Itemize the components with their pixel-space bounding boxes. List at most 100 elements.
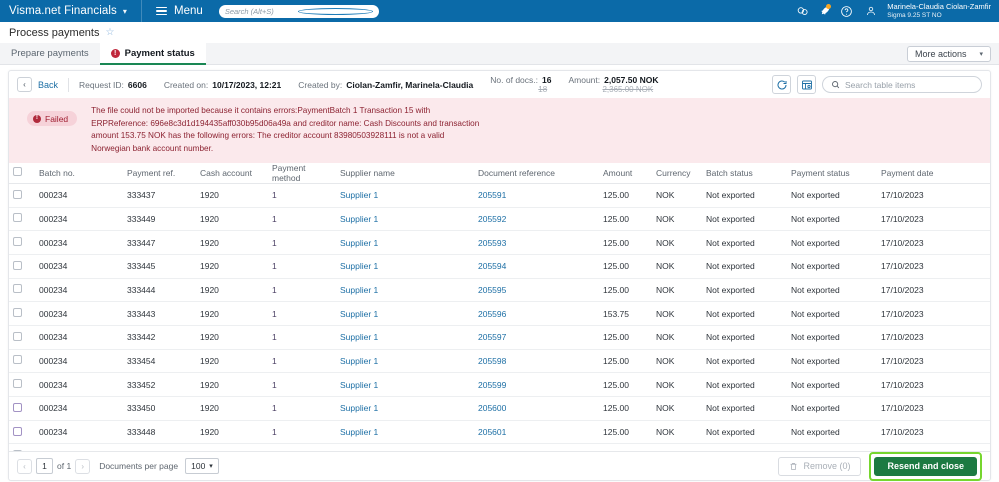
supplier-link[interactable]: Supplier 1 [340,379,379,390]
table-row[interactable]: 00023433344619201Supplier 1205602153.75N… [9,443,990,451]
supplier-link[interactable]: Supplier 1 [340,355,379,366]
document-reference-link[interactable]: 205600 [478,403,507,414]
cell-supplier-name[interactable]: Supplier 1 [336,420,474,445]
help-icon[interactable] [835,0,857,22]
cell-supplier-name[interactable]: Supplier 1 [336,325,474,350]
tab-payment-status[interactable]: ! Payment status [99,43,207,65]
table-row[interactable]: 000234 333449 1920 1 Supplier 1 205592 125.00 N… [9,207,990,232]
cell-document-reference[interactable]: 205598 [474,349,599,374]
remove-button[interactable]: Remove (0) [778,456,862,476]
row-checkbox[interactable] [13,355,22,365]
table-row[interactable]: 000234 333448 1920 1 Supplier 1 205601 125.00 N… [9,420,990,445]
supplier-link[interactable]: Supplier 1 [340,427,379,438]
cell-document-reference[interactable]: 205594 [474,254,599,279]
supplier-link[interactable]: Supplier 1 [340,403,379,414]
cell-document-reference[interactable]: 205592 [474,207,599,232]
document-reference-link[interactable]: 205593 [478,237,507,248]
favorite-star-icon[interactable]: ☆ [105,27,115,38]
brand-menu[interactable]: Visma.net Financials ▾ [0,5,127,17]
document-reference-link[interactable]: 205594 [478,261,507,272]
table-row[interactable]: 000234 333450 1920 1 Supplier 1 205600 125.00 N… [9,396,990,421]
cell-document-reference[interactable]: 205597 [474,325,599,350]
row-checkbox[interactable] [13,379,22,389]
supplier-link[interactable]: Supplier 1 [340,308,379,319]
cell-supplier-name[interactable]: Supplier 1 [336,443,474,451]
table-search-input[interactable]: Search table items [822,76,982,93]
resend-and-close-button[interactable]: Resend and close [874,456,977,476]
column-header-amount[interactable]: Amount [599,162,652,184]
document-reference-link[interactable]: 205596 [478,308,507,319]
supplier-link[interactable]: Supplier 1 [340,284,379,295]
column-header-payment-date[interactable]: Payment date [877,162,990,184]
page-number-input[interactable]: 1 [36,458,53,474]
chat-icon[interactable] [791,0,813,22]
rocket-icon[interactable] [813,0,835,22]
document-reference-link[interactable]: 205599 [478,379,507,390]
row-checkbox[interactable] [13,189,22,199]
table-row[interactable]: 000234 333444 1920 1 Supplier 1 205595 125.00 N… [9,278,990,303]
column-header-payment-method[interactable]: Payment method [268,162,336,184]
documents-per-page-select[interactable]: 100 ▾ [185,458,219,474]
column-header-payment-status[interactable]: Payment status [787,162,877,184]
back-link[interactable]: Back [38,79,59,90]
back-button[interactable]: ‹ [17,77,32,92]
cell-supplier-name[interactable]: Supplier 1 [336,278,474,303]
cell-document-reference[interactable]: 205593 [474,230,599,255]
supplier-link[interactable]: Supplier 1 [340,261,379,272]
document-reference-link[interactable]: 205592 [478,213,507,224]
cell-supplier-name[interactable]: Supplier 1 [336,301,474,326]
table-row[interactable]: 000234 333452 1920 1 Supplier 1 205599 125.00 N… [9,372,990,397]
cell-supplier-name[interactable]: Supplier 1 [336,349,474,374]
cell-document-reference[interactable]: 205599 [474,372,599,397]
row-checkbox[interactable] [13,284,22,294]
column-header-document-reference[interactable]: Document reference [474,162,599,184]
table-row[interactable]: 000234 333443 1920 1 Supplier 1 205596 153.75 N… [9,301,990,326]
document-reference-link[interactable]: 205595 [478,284,507,295]
column-header-currency[interactable]: Currency [652,162,702,184]
column-header-batch-no[interactable]: Batch no. [35,162,123,184]
row-checkbox[interactable] [13,213,22,223]
row-checkbox[interactable] [13,450,22,451]
cell-supplier-name[interactable]: Supplier 1 [336,207,474,232]
previous-page-button[interactable]: ‹ [17,458,32,474]
refresh-icon[interactable] [772,75,791,94]
cell-supplier-name[interactable]: Supplier 1 [336,396,474,421]
supplier-link[interactable]: Supplier 1 [340,237,379,248]
table-settings-icon[interactable] [797,75,816,94]
row-checkbox[interactable] [13,308,22,318]
row-checkbox[interactable] [13,331,22,341]
cell-document-reference[interactable]: 205600 [474,396,599,421]
row-checkbox[interactable] [13,260,22,270]
column-header-payment-ref[interactable]: Payment ref. [123,162,196,184]
supplier-link[interactable]: Supplier 1 [340,332,379,343]
table-row[interactable]: 000234 333447 1920 1 Supplier 1 205593 125.00 N… [9,230,990,255]
document-reference-link[interactable]: 205598 [478,355,507,366]
next-page-button[interactable]: › [75,458,91,474]
table-row[interactable]: 000234 333437 1920 1 Supplier 1 205591 125.00 N… [9,183,990,208]
document-reference-link[interactable]: 205597 [478,332,507,343]
table-row[interactable]: 000234 333442 1920 1 Supplier 1 205597 125.00 N… [9,325,990,350]
document-reference-link[interactable]: 205591 [478,190,507,201]
row-checkbox[interactable] [13,402,22,412]
cell-document-reference[interactable]: 205602 [474,443,599,451]
column-header-cash-account[interactable]: Cash account [196,162,268,184]
document-reference-link[interactable]: 205601 [478,427,507,438]
row-checkbox[interactable] [13,237,22,247]
cell-supplier-name[interactable]: Supplier 1 [336,372,474,397]
tab-prepare-payments[interactable]: Prepare payments [0,43,100,64]
user-menu[interactable]: Marinela-Claudia Ciolan-Zamfir Sigma 9.2… [860,0,991,22]
main-menu-button[interactable]: Menu [142,0,217,22]
cell-supplier-name[interactable]: Supplier 1 [336,183,474,208]
cell-document-reference[interactable]: 205596 [474,301,599,326]
cell-supplier-name[interactable]: Supplier 1 [336,254,474,279]
column-header-batch-status[interactable]: Batch status [702,162,787,184]
supplier-link[interactable]: Supplier 1 [340,213,379,224]
select-all-checkbox[interactable] [13,167,22,177]
row-checkbox[interactable] [13,426,22,436]
cell-document-reference[interactable]: 205601 [474,420,599,445]
table-row[interactable]: 000234 333454 1920 1 Supplier 1 205598 125.00 N… [9,349,990,374]
global-search-input[interactable]: Search (Alt+S) [218,4,379,18]
cell-document-reference[interactable]: 205595 [474,278,599,303]
more-actions-dropdown[interactable]: More actions ▾ [907,46,991,62]
cell-document-reference[interactable]: 205591 [474,183,599,208]
